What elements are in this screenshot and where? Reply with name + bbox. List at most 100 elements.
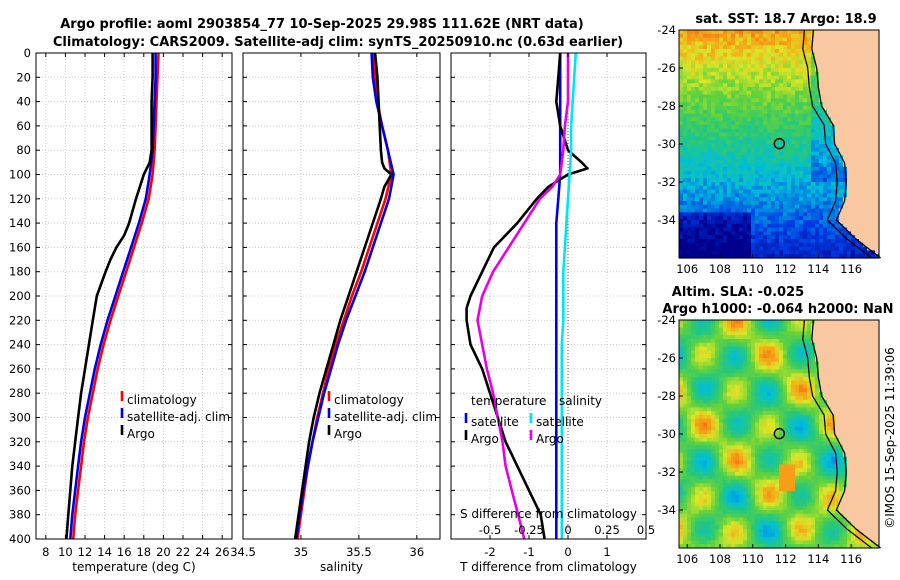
map-cell: [759, 223, 764, 229]
map-cell: [719, 434, 724, 439]
map-cell: [803, 335, 808, 340]
map-cell: [767, 323, 772, 329]
map-cell: [859, 415, 864, 420]
map-cell: [775, 106, 780, 111]
map-cell: [863, 128, 868, 134]
x-tick-label: 35: [294, 545, 309, 559]
map-cell: [775, 208, 780, 213]
map-cell: [787, 121, 792, 126]
map-cell: [867, 109, 872, 115]
map-cell: [815, 106, 820, 111]
map-cell: [859, 342, 864, 348]
map-cell: [731, 109, 736, 115]
legend-label: Argo: [127, 427, 155, 441]
map-cell: [787, 358, 792, 363]
map-cell: [767, 30, 772, 35]
map-cell: [727, 140, 732, 145]
map-cell: [735, 201, 740, 206]
map-cell: [711, 231, 716, 236]
map-cell: [799, 434, 804, 439]
map-cell: [695, 323, 700, 329]
map-cell: [783, 193, 788, 198]
map-cell: [823, 185, 828, 191]
map-cell: [847, 109, 852, 115]
map-cell: [747, 109, 752, 115]
map-cell: [695, 30, 700, 35]
map-cell: [743, 350, 748, 355]
map-cell: [823, 227, 828, 232]
map-cell: [715, 208, 720, 213]
map-cell: [867, 94, 872, 99]
map-cell: [771, 250, 776, 255]
map-cell: [699, 83, 704, 88]
map-cell: [719, 182, 724, 187]
map-cell: [679, 422, 684, 427]
map-cell: [827, 327, 832, 332]
map-cell: [715, 365, 720, 370]
map-cell: [703, 350, 708, 355]
map-cell: [775, 399, 780, 405]
map-cell: [855, 227, 860, 232]
map-cell: [695, 33, 700, 39]
map-cell: [723, 45, 728, 50]
map-cell: [775, 49, 780, 54]
map-cell: [691, 242, 696, 248]
map-cell: [843, 30, 848, 35]
map-cell: [743, 166, 748, 172]
map-cell: [759, 87, 764, 92]
map-cell: [711, 437, 716, 443]
map-cell: [839, 246, 844, 251]
map-cell: [771, 45, 776, 50]
map-cell: [735, 422, 740, 427]
map-cell: [699, 365, 704, 370]
map-cell: [743, 178, 748, 183]
map-cell: [803, 254, 808, 259]
map-cell: [723, 132, 728, 137]
map-cell: [735, 75, 740, 80]
map-cell: [687, 434, 692, 439]
map-cell: [707, 434, 712, 439]
map-cell: [739, 331, 744, 336]
map-cell: [827, 98, 832, 103]
map-cell: [799, 189, 804, 194]
map-cell: [807, 254, 812, 259]
map-cell: [751, 365, 756, 370]
map-cell: [747, 113, 752, 118]
map-cell: [803, 441, 808, 446]
map-cell: [827, 113, 832, 118]
map-cell: [827, 75, 832, 80]
map-cell: [687, 430, 692, 435]
map-cell: [687, 418, 692, 424]
map-cell: [787, 49, 792, 54]
map-cell: [727, 426, 732, 431]
map-cell: [771, 208, 776, 213]
map-cell: [683, 170, 688, 175]
map-cell: [867, 242, 872, 248]
map-cell: [719, 197, 724, 202]
map-cell: [779, 346, 784, 351]
map-cell: [731, 422, 736, 427]
map-cell: [759, 384, 764, 389]
map-cell: [703, 354, 708, 359]
map-cell: [707, 132, 712, 137]
map-cell: [863, 71, 868, 77]
map-cell: [875, 170, 880, 175]
map-cell: [787, 109, 792, 115]
map-cell: [791, 197, 796, 202]
map-cell: [739, 166, 744, 172]
map-cell: [735, 350, 740, 355]
map-cell: [819, 220, 824, 225]
map-cell: [787, 399, 792, 405]
map-cell: [767, 361, 772, 367]
map-cell: [839, 140, 844, 145]
map-cell: [843, 396, 848, 401]
map-cell: [759, 185, 764, 191]
map-cell: [815, 117, 820, 122]
map-cell: [707, 125, 712, 130]
map-cell: [835, 242, 840, 248]
map-cell: [695, 174, 700, 179]
map-cell: [679, 441, 684, 446]
map-cell: [747, 358, 752, 363]
map-cell: [807, 208, 812, 213]
map-cell: [843, 369, 848, 374]
